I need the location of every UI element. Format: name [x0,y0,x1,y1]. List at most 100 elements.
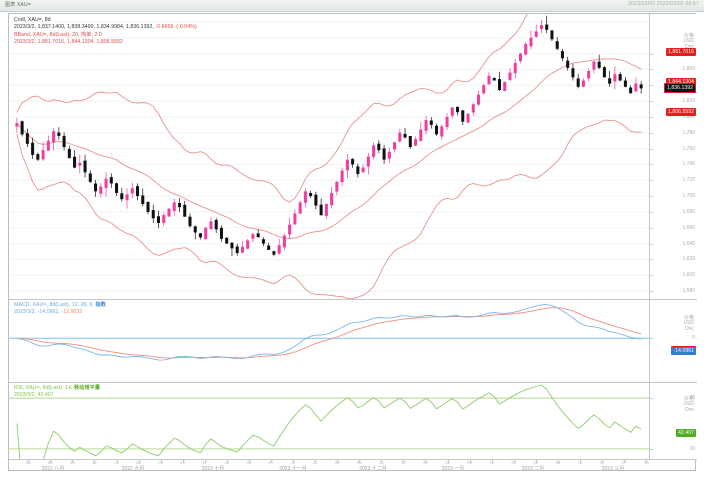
rsi-axis-separator [649,383,650,459]
date-tick-mark [226,460,228,463]
legend-change: -0.6659, (-0.04%) [155,24,197,31]
date-tick-mark [359,460,361,463]
date-axis[interactable]: 22 29 05 12 19 26 03 10 17 24 31 07 14 21 28 05 12 19 26 02… [9,460,697,472]
date-tick-mark [248,460,250,463]
date-tick-label: 19 [400,460,406,465]
axis-tick-label: 30 [689,445,695,452]
date-tick-mark [293,460,295,463]
axis-tick-mark [650,275,653,277]
legend-instrument: Cndl, XAU=, 8d [14,17,51,23]
axis-tick-mark [650,53,653,55]
date-tick-label: 13 [577,460,583,465]
window-title-bar: 图表 XAU= 2023/03/02 2023/03/02 08:57 [0,0,704,12]
date-tick-label: 03 [158,460,164,465]
date-tick-label: 26 [136,460,142,465]
date-tick-label: 30 [533,460,539,465]
scale-title-line: 价格 [683,396,694,402]
axis-tick-label: 1,740 [682,161,695,168]
rsi-scale[interactable]: 价格 USD Onc 70 30 42.407 [650,383,697,459]
axis-tick-mark [650,338,653,340]
scale-title-line: USD [683,320,694,326]
date-tick-label: 27 [621,460,627,465]
date-tick-label: 24 [224,460,230,465]
macd-legend-signal: -12.9032 [61,309,83,316]
price-pane: Cndl, XAU=, 8d 2023/3/2, 1,837.1400, 1,8… [9,14,697,299]
date-tick-label: 23 [511,460,517,465]
date-major-label: 2023 二月 [521,466,545,472]
axis-tick-label: 0 [692,335,695,342]
date-tick-mark [403,460,405,463]
date-tick-label: 05 [69,460,75,465]
date-tick-label: 07 [268,460,274,465]
chart-frame: Cndl, XAU=, 8d 2023/3/2, 1,837.1400, 1,8… [8,13,697,472]
price-scale[interactable]: 价格USDOnc1,8801,8601,8401,8201,8001,7801,… [650,14,697,299]
pane-divider-1 [9,299,697,300]
date-tick-mark [425,460,427,463]
axis-tick-mark [650,116,653,118]
date-tick-label: 26 [423,460,428,465]
price-badge[interactable]: 1,806.5592 [665,107,696,116]
axis-tick-label: 1,760 [682,145,695,152]
axis-tick-mark [650,448,653,450]
legend-ohlc: 2023/3/2, 1,837.1400, 1,838.3400, 1,834.… [14,24,154,31]
macd-legend-line1: MACD, XAU=, 8d(Last), 12, 26, 9, [14,302,96,308]
price-plot-area[interactable] [9,14,649,299]
date-tick-mark [646,460,648,463]
macd-pane: MACD, XAU=, 8d(Last), 12, 26, 9, 指数 2023… [9,300,697,382]
date-tick-mark [72,460,74,463]
date-tick-mark [491,460,493,463]
axis-tick-label: 1,700 [682,193,695,200]
price-badge[interactable]: -14.0961 [671,347,696,356]
date-tick-mark [513,460,515,463]
scale-title-line: Onc [684,44,694,50]
rsi-legend-mode: 移动增平量 [73,385,101,391]
date-tick-mark [182,460,184,463]
date-tick-label: 22 [25,460,31,465]
date-tick-label: 16 [489,460,495,465]
axis-tick-mark [650,69,653,71]
scale-title-line: 价格 [683,33,694,39]
scale-title-line: USD [683,38,694,44]
macd-plot-area[interactable] [9,300,649,382]
axis-tick-mark [650,243,653,245]
date-tick-mark [28,460,30,463]
rsi-legend-line1: RSI, XAU=, 8d(Last), 14, [14,385,74,391]
axis-tick-mark [650,101,653,103]
date-tick-label: 21 [312,460,318,465]
date-tick-label: 17 [202,460,208,465]
date-tick-mark [94,460,96,463]
axis-tick-label: 1,600 [682,272,695,279]
axis-tick-label: 1,860 [682,66,695,73]
date-major-label: 2023 三月 [601,466,625,472]
axis-tick-label: 1,640 [682,240,695,247]
date-tick-label: 31 [246,460,252,465]
date-tick-mark [315,460,317,463]
macd-legend: MACD, XAU=, 8d(Last), 12, 26, 9, 指数 2023… [14,302,106,317]
axis-tick-mark [650,259,653,261]
rsi-legend: RSI, XAU=, 8d(Last), 14, 移动增平量 2023/3/2,… [14,385,100,400]
price-badge[interactable]: 1,836.1392 [663,83,696,94]
axis-tick-mark [650,227,653,229]
date-tick-mark [579,460,581,463]
pane-divider-3 [9,459,697,460]
axis-tick-mark [650,211,653,213]
date-tick-mark [337,460,339,463]
axis-tick-label: 1,720 [682,177,695,184]
price-badge[interactable]: 1,881.7016 [665,48,696,57]
date-tick-label: 09 [467,460,473,465]
rsi-plot-area[interactable] [9,383,649,459]
date-tick-mark [271,460,272,463]
date-tick-mark [447,460,449,463]
axis-tick-label: 1,820 [682,98,695,105]
price-badge[interactable]: 42.407 [676,429,696,438]
date-major-label: 2022 十月 [201,466,225,472]
date-tick-label: 29 [47,460,53,465]
date-tick-label: 19 [114,460,119,465]
price-badge[interactable]: 1,844.1304 [665,77,696,86]
date-tick-mark [535,460,537,463]
axis-tick-label: 70 [689,395,695,402]
date-tick-mark [160,460,162,463]
axis-tick-label: 1,780 [682,129,695,136]
